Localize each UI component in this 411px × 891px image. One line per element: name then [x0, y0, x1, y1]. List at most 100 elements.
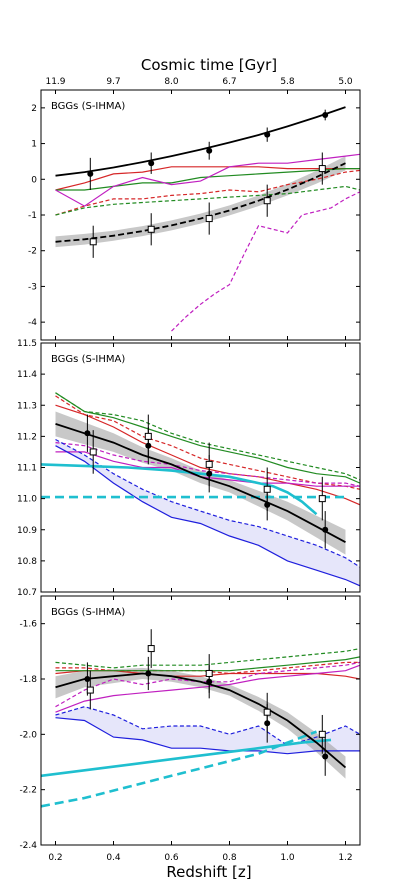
data-point [205, 669, 213, 677]
panels: -4 -3 -2 -1 0 1 2 BGGs (S-IHMA) 10.7 10.8 10.9 11.0… [17, 89, 361, 851]
series-line [55, 438, 360, 568]
data-point [318, 165, 326, 173]
x-tick-label: 0.6 [164, 853, 179, 863]
panel-frame [40, 595, 361, 846]
panel-label: BGGs (S-IHMA) [51, 354, 125, 365]
data-point [263, 485, 271, 493]
panel-3: -2.4 -2.2 -2.0 -1.8 -1.6 BGGs (S-IHMA) [19, 595, 361, 851]
data-point [322, 112, 329, 118]
data-point [206, 147, 213, 154]
series-line [55, 185, 360, 216]
panel-2: 10.7 10.8 10.9 11.0 11.1 11.2 11.3 11.4 11.5 BGGs… [17, 339, 361, 598]
x-tick-label: 1.0 [280, 853, 295, 863]
y-tick-label: 10.7 [17, 588, 37, 598]
top-tick-label: 5.0 [338, 77, 353, 87]
series-line [55, 392, 360, 484]
data-point [89, 448, 97, 456]
data-point [148, 160, 155, 167]
data-point [147, 225, 155, 233]
y-tick-label: -2 [28, 247, 37, 257]
series-band [55, 706, 360, 754]
y-tick-label: -2.2 [19, 786, 37, 796]
y-tick-label: 10.9 [17, 526, 37, 536]
data-point [145, 670, 152, 677]
series-line [55, 442, 360, 487]
series-line [55, 169, 360, 216]
y-tick-label: 11.4 [17, 370, 37, 380]
data-point [322, 526, 329, 533]
data-point [205, 215, 213, 223]
series-line [55, 423, 346, 543]
series-line [55, 106, 346, 177]
data-point [205, 460, 213, 468]
series-line [55, 162, 346, 243]
y-tick-label: 0 [31, 175, 37, 185]
x-tick-label: 0.2 [48, 853, 62, 863]
series-line [41, 463, 318, 516]
panel-label: BGGs (S-IHMA) [51, 101, 125, 112]
top-tick-label: 6.7 [222, 77, 236, 87]
series-line [171, 191, 360, 332]
data-point [322, 753, 329, 760]
x-tick-label: 1.2 [338, 853, 352, 863]
data-point [318, 730, 326, 738]
series-line [55, 451, 360, 487]
y-tick-label: -2.4 [19, 841, 37, 851]
series-line [55, 445, 360, 587]
series-line [41, 738, 332, 778]
series-line [55, 717, 360, 755]
series-line [55, 392, 360, 481]
data-point [87, 170, 94, 177]
top-axis-ticks: 11.9 9.7 8.0 6.7 5.8 5.0 [45, 77, 352, 87]
plot-area [55, 106, 360, 332]
y-tick-label: -2.0 [19, 730, 37, 740]
top-axis-title: Cosmic time [Gyr] [141, 56, 277, 74]
y-tick-label: 11.5 [17, 339, 37, 349]
data-point [318, 495, 326, 503]
y-tick-label: 11.1 [17, 464, 37, 474]
data-point [89, 238, 97, 246]
data-point [264, 131, 271, 138]
x-tick-label: 0.4 [106, 853, 121, 863]
series-line [55, 661, 360, 708]
plot-area [41, 392, 360, 587]
series-line [55, 153, 360, 207]
x-tick-label: 0.8 [222, 853, 237, 863]
y-tick-label: 11.3 [17, 401, 37, 411]
y-tick-label: 1 [31, 140, 37, 150]
y-tick-label: -1 [28, 211, 37, 221]
y-tick-label: -1.8 [19, 675, 37, 685]
series-line [41, 730, 317, 808]
data-point [84, 430, 91, 437]
data-point [263, 708, 271, 716]
series-line [55, 656, 360, 672]
y-tick-label: 2 [31, 104, 37, 114]
data-point [147, 645, 155, 653]
y-tick-label: 11.0 [17, 495, 37, 505]
top-tick-label: 9.7 [106, 77, 120, 87]
data-point [86, 686, 94, 694]
panel-1: -4 -3 -2 -1 0 1 2 BGGs (S-IHMA) [28, 89, 361, 341]
y-tick-label: 10.8 [17, 557, 37, 567]
fit-band [55, 156, 346, 248]
series-band [55, 439, 360, 586]
y-tick-label: -1.6 [19, 620, 37, 630]
series-line [55, 672, 347, 769]
y-tick-label: -4 [28, 318, 37, 328]
data-point [144, 432, 152, 440]
data-point [263, 197, 271, 205]
top-tick-label: 8.0 [164, 77, 179, 87]
y-tick-label: -3 [28, 282, 37, 292]
plot-area [41, 629, 360, 808]
bottom-axis-title: Redshift [z] [166, 863, 251, 881]
data-point [84, 676, 91, 682]
bottom-axis-ticks: 0.2 0.4 0.6 0.8 1.0 1.2 [48, 853, 352, 863]
series-line [55, 648, 360, 669]
y-tick-label: 11.2 [17, 432, 37, 442]
fit-band [55, 411, 346, 555]
series-line [55, 404, 360, 506]
top-tick-label: 11.9 [45, 77, 65, 87]
top-tick-label: 5.8 [280, 77, 295, 87]
panel-label: BGGs (S-IHMA) [51, 607, 125, 618]
